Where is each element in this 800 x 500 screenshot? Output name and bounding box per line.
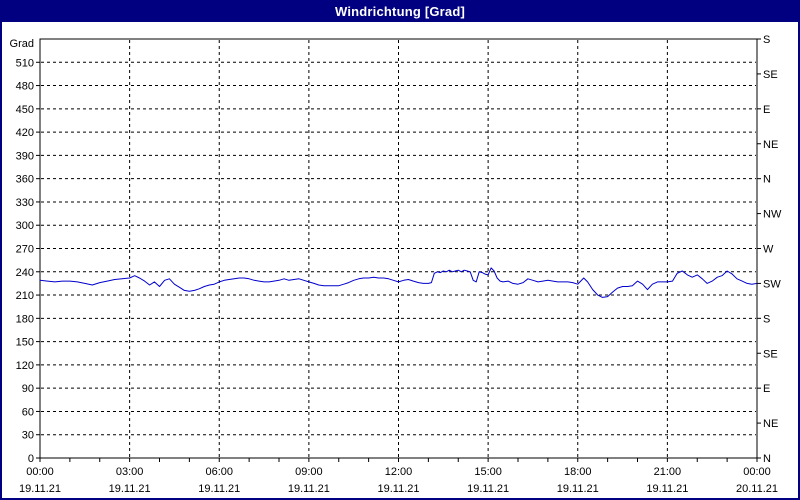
svg-text:330: 330 [16,197,34,209]
title-bar: Windrichtung [Grad] [0,0,800,22]
svg-text:SW: SW [763,278,781,290]
svg-text:00:00: 00:00 [26,466,54,478]
svg-text:06:00: 06:00 [205,466,233,478]
svg-text:N: N [763,453,771,465]
svg-text:S: S [763,34,770,46]
svg-text:90: 90 [22,383,34,395]
svg-text:15:00: 15:00 [474,466,502,478]
svg-text:19.11.21: 19.11.21 [198,483,240,495]
chart-title: Windrichtung [Grad] [334,3,466,19]
svg-text:270: 270 [16,244,34,256]
svg-text:390: 390 [16,150,34,162]
wind-direction-line [39,267,758,298]
svg-text:12:00: 12:00 [385,466,413,478]
data-series [39,267,758,298]
y-axis-right: S SE E NE N NW W SW S SE E NE N [757,34,782,465]
svg-text:30: 30 [22,430,34,442]
svg-text:0: 0 [28,453,34,465]
y-axis-left: Grad510480450420390360330300270240210180… [10,38,40,465]
svg-text:120: 120 [16,360,34,372]
svg-text:19.11.21: 19.11.21 [557,483,599,495]
grid-lines [41,40,756,457]
svg-text:480: 480 [16,81,34,93]
svg-text:03:00: 03:00 [116,466,144,478]
svg-text:19.11.21: 19.11.21 [288,483,330,495]
svg-text:240: 240 [16,267,34,279]
svg-text:SE: SE [763,348,778,360]
svg-text:60: 60 [22,406,34,418]
svg-text:E: E [763,104,770,116]
svg-text:19.11.21: 19.11.21 [109,483,151,495]
svg-text:180: 180 [16,313,34,325]
svg-text:N: N [763,174,771,186]
svg-text:450: 450 [16,104,34,116]
svg-text:19.11.21: 19.11.21 [646,483,688,495]
svg-text:09:00: 09:00 [295,466,323,478]
svg-text:510: 510 [16,57,34,69]
svg-text:210: 210 [16,290,34,302]
svg-text:360: 360 [16,174,34,186]
svg-text:E: E [763,383,770,395]
svg-text:150: 150 [16,337,34,349]
svg-text:SE: SE [763,69,778,81]
svg-text:Grad: Grad [10,38,34,50]
svg-text:300: 300 [16,220,34,232]
svg-text:18:00: 18:00 [564,466,592,478]
svg-text:NW: NW [763,209,782,221]
svg-text:00:00: 00:00 [743,466,771,478]
svg-text:S: S [763,313,770,325]
x-axis: 00:00 19.11.21 03:00 19.11.21 06:00 19.11.21 0… [19,458,778,495]
svg-text:19.11.21: 19.11.21 [377,483,419,495]
svg-text:21:00: 21:00 [654,466,682,478]
svg-text:NE: NE [763,139,778,151]
svg-text:420: 420 [16,127,34,139]
svg-text:19.11.21: 19.11.21 [19,483,61,495]
svg-text:20.11.21: 20.11.21 [736,483,778,495]
svg-text:19.11.21: 19.11.21 [467,483,509,495]
svg-text:W: W [763,244,774,256]
svg-text:NE: NE [763,418,778,430]
